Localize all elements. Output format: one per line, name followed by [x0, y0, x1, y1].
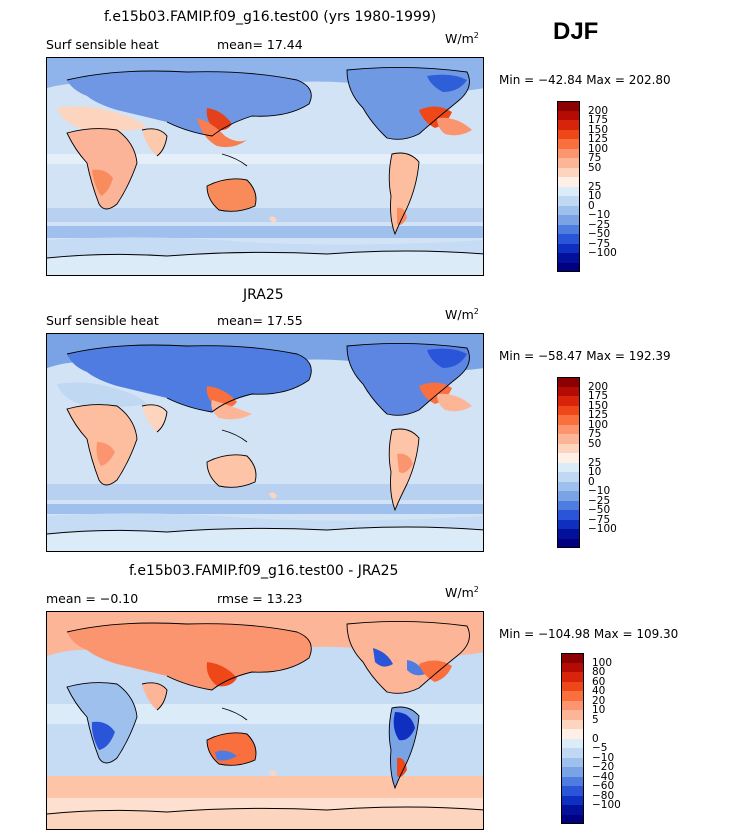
colorbar-tick-label: −10 [592, 751, 615, 764]
colorbar-tick-label: −20 [592, 761, 615, 773]
colorbar-tick-label: 10 [592, 704, 606, 716]
colorbar-tick-label: 75 [588, 428, 602, 440]
colorbar-tick-label: 0 [588, 475, 595, 488]
colorbar-tick-label: 175 [588, 390, 609, 402]
colorbar-tick-label: 20 [592, 694, 606, 707]
colorbar-tick-label: 150 [588, 123, 609, 136]
colorbar-tick-label: 80 [592, 666, 606, 678]
colorbar-tick-label: 25 [588, 456, 602, 469]
panel1-units-label: W/m2 [445, 31, 479, 47]
panel2-variable-label: Surf sensible heat [46, 313, 159, 328]
colorbar-tick-label: 50 [588, 437, 602, 450]
colorbar-tick-label: −60 [592, 780, 615, 792]
colorbar-tick-label: 175 [588, 114, 609, 126]
colorbar-tick-label: 25 [588, 180, 602, 193]
colorbar-tick-label: −50 [588, 504, 611, 516]
panel2-mean-label: mean= 17.55 [217, 313, 303, 328]
panel3-minmax-label: Min = −104.98 Max = 109.30 [499, 627, 679, 641]
colorbar-tick-label: 200 [588, 104, 609, 117]
colorbar-tick-label: 100 [588, 418, 609, 431]
panel2-map-svg [47, 334, 483, 551]
colorbar-frame [557, 101, 580, 272]
colorbar-tick-label: −100 [588, 523, 617, 535]
colorbar-tick-label: −75 [588, 237, 611, 250]
panel1-variable-label: Surf sensible heat [46, 37, 159, 52]
colorbar-tick-label: 100 [588, 142, 609, 155]
colorbar-tick-label: 100 [592, 656, 613, 669]
colorbar-tick-label: −10 [588, 485, 611, 497]
panel3-units-label: W/m2 [445, 585, 479, 601]
colorbar-tick-label: −25 [588, 218, 611, 231]
colorbar-tick-label: 50 [588, 161, 602, 174]
colorbar-tick-label: −50 [588, 228, 611, 240]
colorbar-tick-label: 0 [588, 199, 595, 212]
panel3-mean-label: mean = −0.10 [46, 591, 139, 606]
colorbar-tick-label: −100 [592, 799, 621, 811]
colorbar-tick-label: −5 [592, 742, 608, 754]
colorbar-tick-label: −100 [588, 247, 617, 259]
colorbar-tick-label: −40 [592, 770, 615, 783]
colorbar-frame [561, 653, 584, 824]
panel1-minmax-label: Min = −42.84 Max = 202.80 [499, 73, 671, 87]
colorbar-tick-label: 0 [592, 732, 599, 745]
panel2-map [46, 333, 484, 552]
panel3-map [46, 611, 484, 830]
colorbar-frame [557, 377, 580, 548]
panel2-units-label: W/m2 [445, 307, 479, 323]
panel2-minmax-label: Min = −58.47 Max = 192.39 [499, 349, 671, 363]
panel1-mean-label: mean= 17.44 [217, 37, 303, 52]
colorbar-tick-label: 10 [588, 466, 602, 478]
colorbar-tick-label: 60 [592, 675, 606, 688]
colorbar-tick-label: 150 [588, 399, 609, 412]
panel2-title: JRA25 [243, 287, 284, 303]
colorbar-tick-label: 200 [588, 380, 609, 393]
panel3-rmse-label: rmse = 13.23 [217, 591, 303, 606]
panel3-map-svg [47, 612, 483, 829]
page-title: f.e15b03.FAMIP.f09_g16.test00 (yrs 1980-… [104, 9, 437, 25]
season-label: DJF [553, 18, 599, 45]
panel1-map [46, 57, 484, 276]
colorbar-tick-label: −10 [588, 209, 611, 221]
colorbar-tick-label: 125 [588, 133, 609, 145]
colorbar-tick-label: 5 [592, 713, 599, 726]
colorbar-tick-label: 10 [588, 190, 602, 202]
panel3-title: f.e15b03.FAMIP.f09_g16.test00 - JRA25 [129, 563, 399, 579]
colorbar-tick-label: −75 [588, 513, 611, 526]
colorbar-tick-label: 125 [588, 409, 609, 421]
colorbar-tick-label: 40 [592, 685, 606, 697]
panel1-map-svg [47, 58, 483, 275]
colorbar-tick-label: −80 [592, 789, 615, 802]
colorbar-tick-label: 75 [588, 152, 602, 164]
colorbar-tick-label: −25 [588, 494, 611, 507]
